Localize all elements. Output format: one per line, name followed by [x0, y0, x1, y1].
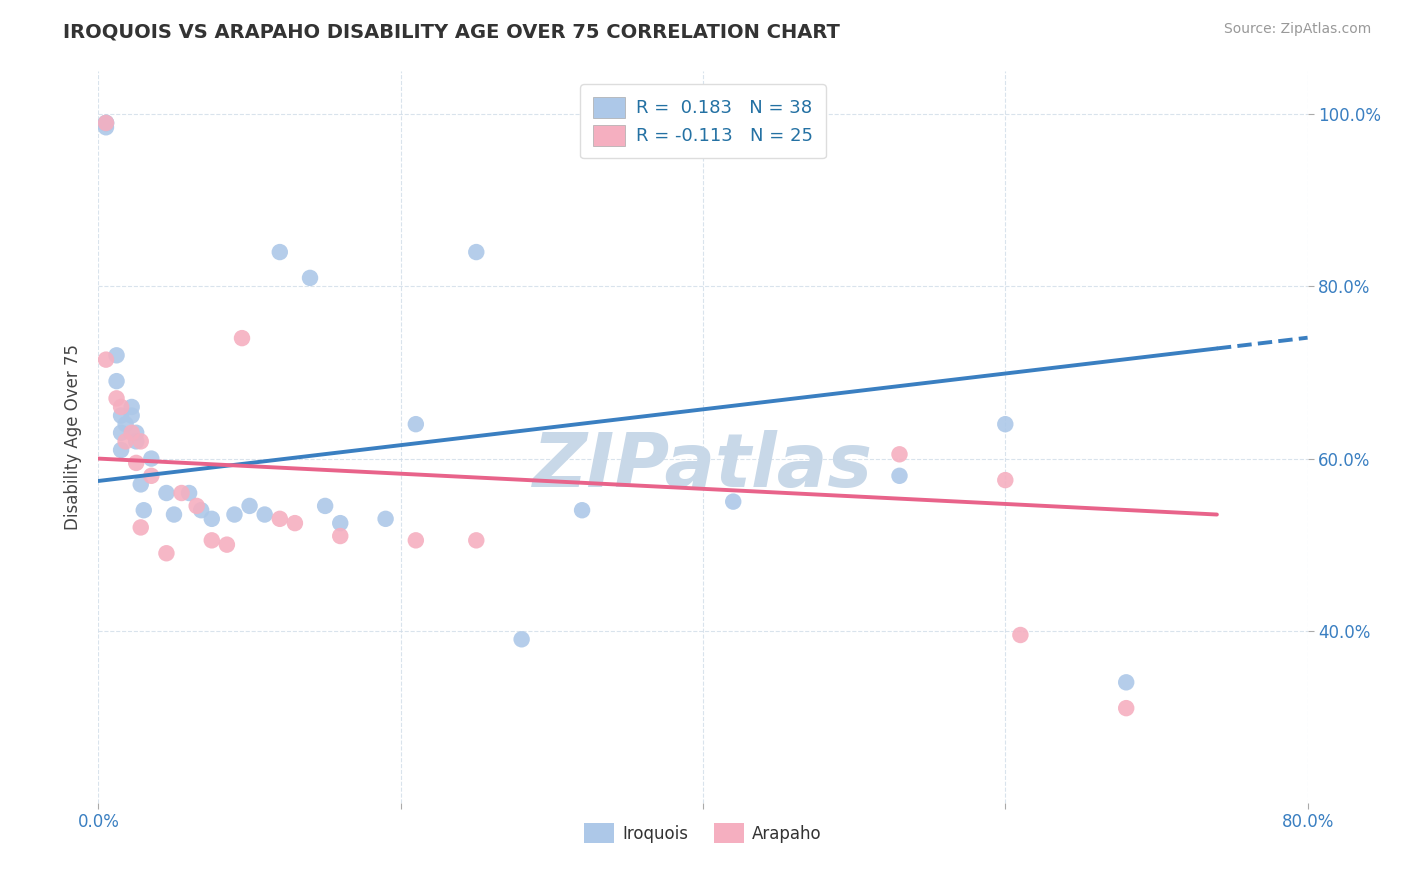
Point [269, 512, 291, 526]
Legend: Iroquois, Arapaho: Iroquois, Arapaho [578, 817, 828, 849]
Point [571, 503, 593, 517]
Point [179, 486, 201, 500]
Point [299, 271, 322, 285]
Point [231, 331, 253, 345]
Point [314, 499, 336, 513]
Text: ZIPatlas: ZIPatlas [533, 430, 873, 503]
Point [94, 116, 117, 130]
Point [186, 499, 208, 513]
Point [170, 486, 193, 500]
Point [465, 245, 488, 260]
Point [994, 417, 1017, 432]
Point [510, 632, 533, 647]
Point [465, 533, 488, 548]
Point [201, 533, 224, 548]
Point [110, 425, 132, 440]
Point [239, 499, 262, 513]
Point [105, 392, 128, 406]
Point [94, 116, 117, 130]
Point [121, 409, 143, 423]
Point [114, 417, 136, 432]
Point [114, 434, 136, 449]
Point [121, 400, 143, 414]
Point [129, 434, 152, 449]
Point [284, 516, 307, 530]
Point [110, 409, 132, 423]
Point [105, 374, 128, 388]
Y-axis label: Disability Age Over 75: Disability Age Over 75 [63, 344, 82, 530]
Point [329, 529, 352, 543]
Point [374, 512, 396, 526]
Point [889, 447, 911, 461]
Point [141, 468, 163, 483]
Point [155, 546, 177, 560]
Point [129, 520, 152, 534]
Point [94, 116, 117, 130]
Point [155, 486, 177, 500]
Point [405, 417, 427, 432]
Point [405, 533, 427, 548]
Point [329, 516, 352, 530]
Point [110, 400, 132, 414]
Point [125, 456, 148, 470]
Point [1115, 701, 1137, 715]
Point [110, 442, 132, 457]
Point [1115, 675, 1137, 690]
Point [163, 508, 186, 522]
Point [94, 116, 117, 130]
Point [224, 508, 246, 522]
Point [132, 503, 155, 517]
Point [1010, 628, 1032, 642]
Point [201, 512, 224, 526]
Point [94, 352, 117, 367]
Point [125, 425, 148, 440]
Point [105, 348, 128, 362]
Point [190, 503, 212, 517]
Point [94, 120, 117, 135]
Point [129, 477, 152, 491]
Point [125, 434, 148, 449]
Point [723, 494, 745, 508]
Text: IROQUOIS VS ARAPAHO DISABILITY AGE OVER 75 CORRELATION CHART: IROQUOIS VS ARAPAHO DISABILITY AGE OVER … [63, 22, 841, 41]
Text: Source: ZipAtlas.com: Source: ZipAtlas.com [1223, 22, 1371, 37]
Point [121, 425, 143, 440]
Point [215, 538, 238, 552]
Point [889, 468, 911, 483]
Point [253, 508, 276, 522]
Point [269, 245, 291, 260]
Point [141, 451, 163, 466]
Point [994, 473, 1017, 487]
